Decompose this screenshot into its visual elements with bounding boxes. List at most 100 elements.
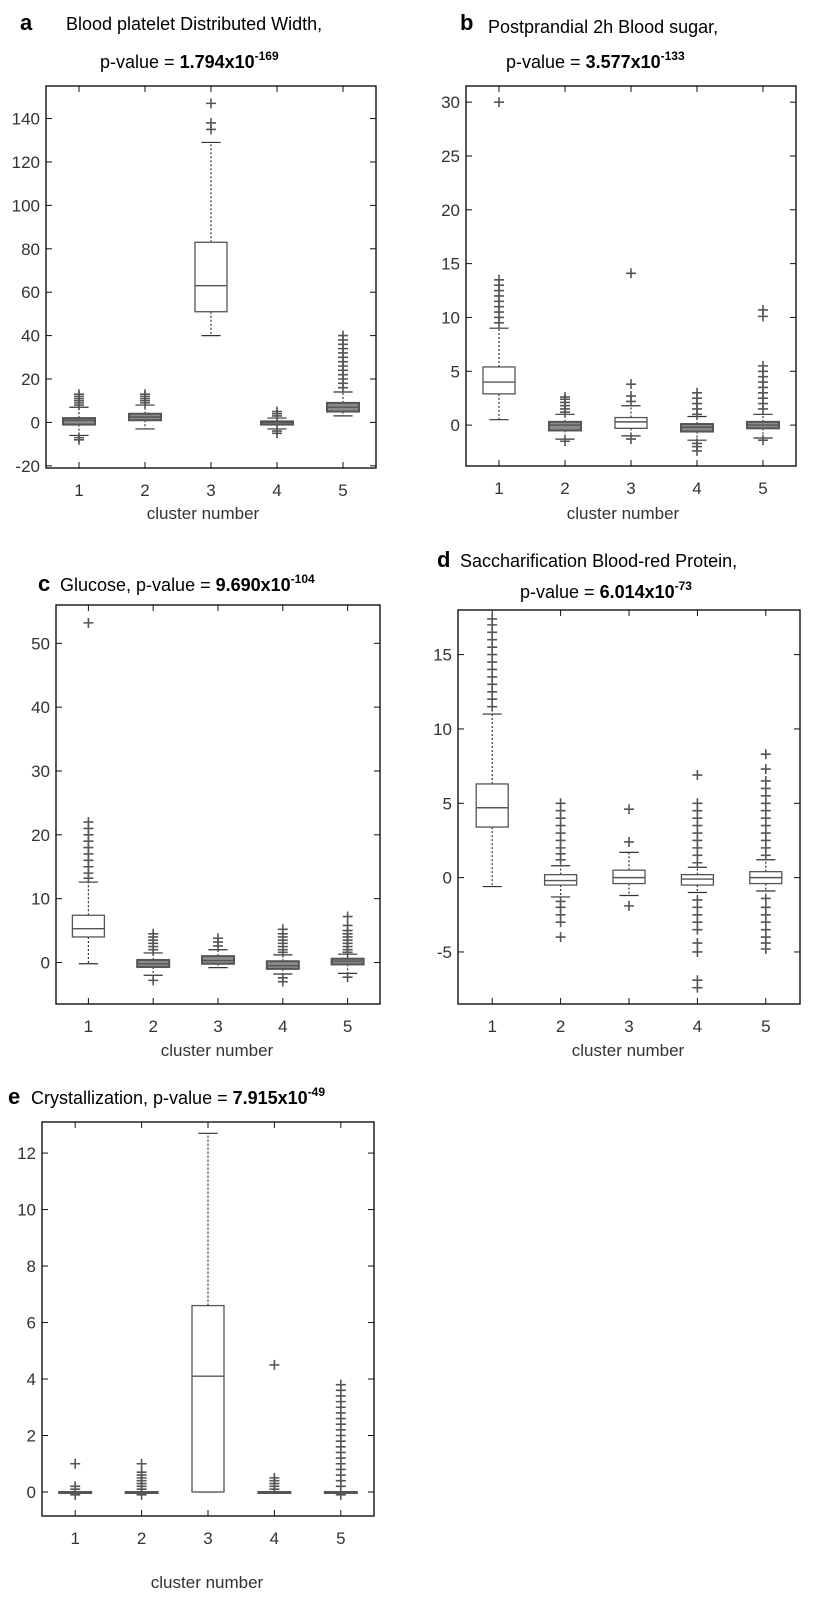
y-tick-label: 15	[441, 255, 460, 274]
panel-a-title-line1: Blood platelet Distributed Width,	[66, 14, 322, 34]
x-tick-label: 3	[213, 1017, 222, 1036]
box	[543, 873, 578, 886]
outlier-marker	[494, 274, 504, 285]
outlier-marker	[760, 893, 771, 904]
y-tick-label: 8	[27, 1257, 36, 1276]
outlier-marker	[692, 770, 703, 781]
panel-b: b Postprandial 2h Blood sugar, p-value =…	[441, 10, 797, 523]
outlier-marker	[148, 975, 159, 986]
y-tick-label: 120	[12, 153, 40, 172]
outlier-marker	[272, 406, 282, 417]
box	[71, 914, 106, 938]
panel-e: e Crystallization, p-value = 7.915x10-49…	[8, 1084, 375, 1592]
panel-c-xlabel: cluster number	[161, 1041, 274, 1060]
outlier-marker	[342, 972, 353, 983]
panel-c-title-text: Glucose,	[60, 575, 136, 595]
outlier-marker	[269, 1472, 280, 1483]
outlier-marker	[338, 330, 348, 341]
panel-b-letter: b	[460, 10, 473, 35]
outlier-marker	[206, 117, 216, 128]
panel-d-title-line2: p-value = 6.014x10-73	[520, 579, 692, 602]
y-tick-label: 60	[21, 283, 40, 302]
y-tick-label: 10	[433, 720, 452, 739]
box	[62, 417, 96, 426]
outlier-marker	[83, 617, 94, 628]
outlier-marker	[206, 98, 216, 109]
outlier-marker	[626, 268, 636, 279]
outlier-marker	[692, 938, 703, 949]
outlier-marker	[692, 894, 703, 905]
y-tick-label: -5	[437, 943, 452, 962]
outlier-marker	[272, 426, 282, 437]
x-tick-label: 1	[494, 479, 503, 498]
outlier-marker	[494, 97, 504, 108]
y-tick-label: 30	[441, 93, 460, 112]
panel-a-letter: a	[20, 10, 33, 35]
outlier-marker	[692, 438, 702, 449]
box	[614, 416, 648, 429]
y-tick-label: 40	[21, 327, 40, 346]
y-tick-label: 5	[451, 362, 460, 381]
outlier-marker	[213, 933, 223, 944]
outlier-marker	[760, 775, 771, 786]
x-tick-label: 2	[137, 1529, 146, 1548]
outlier-marker	[626, 379, 636, 390]
panel-e-pvalue-prefix: p-value =	[153, 1088, 233, 1108]
y-tick-label: 30	[31, 762, 50, 781]
outlier-marker	[342, 920, 353, 931]
y-tick-label: 0	[27, 1483, 36, 1502]
panel-b-title-line2: p-value = 3.577x10-133	[506, 49, 685, 72]
panel-c-title: Glucose, p-value = 9.690x10-104	[60, 572, 315, 595]
y-tick-label: 0	[31, 413, 40, 432]
outlier-marker	[555, 896, 566, 907]
y-tick-label: 10	[17, 1201, 36, 1220]
panel-d-pvalue-prefix: p-value =	[520, 582, 600, 602]
outlier-marker	[83, 817, 94, 828]
outlier-marker	[758, 435, 768, 446]
panel-e-title: Crystallization, p-value = 7.915x10-49	[31, 1085, 325, 1108]
panel-c-pvalue-exponent: -104	[291, 572, 315, 586]
box	[612, 869, 646, 885]
y-tick-label: 20	[21, 370, 40, 389]
outlier-marker	[342, 911, 353, 922]
outlier-marker	[335, 1379, 346, 1390]
outlier-marker	[692, 975, 703, 986]
outlier-marker	[692, 798, 703, 809]
outlier-marker	[555, 798, 566, 809]
x-tick-label: 5	[343, 1017, 352, 1036]
box	[475, 783, 509, 828]
x-tick-label: 3	[626, 479, 635, 498]
outlier-marker	[70, 1458, 81, 1469]
outlier-marker	[758, 304, 768, 315]
x-tick-label: 5	[338, 481, 347, 500]
x-tick-label: 2	[560, 479, 569, 498]
x-tick-label: 1	[74, 481, 83, 500]
box	[548, 420, 582, 432]
panel-d-title-line1: Saccharification Blood-red Protein,	[460, 551, 737, 571]
y-tick-label: 140	[12, 110, 40, 129]
outlier-marker	[74, 432, 84, 443]
y-tick-label: 50	[31, 634, 50, 653]
outlier-marker	[269, 1359, 280, 1370]
outlier-marker	[277, 972, 288, 983]
x-tick-label: 2	[148, 1017, 157, 1036]
panel-e-pvalue-exponent: -49	[308, 1085, 326, 1099]
outlier-marker	[560, 436, 570, 447]
box	[191, 1304, 225, 1493]
outlier-marker	[487, 613, 498, 624]
outlier-marker	[335, 1489, 346, 1500]
panel-c: c Glucose, p-value = 9.690x10-104 cluste…	[31, 571, 381, 1060]
outlier-marker	[760, 764, 771, 775]
panel-b-pvalue-prefix: p-value =	[506, 52, 586, 72]
outlier-marker	[74, 389, 84, 400]
outlier-marker	[136, 1467, 147, 1478]
x-tick-label: 1	[70, 1529, 79, 1548]
y-tick-label: 2	[27, 1427, 36, 1446]
y-tick-label: 10	[441, 308, 460, 327]
y-tick-label: 25	[441, 147, 460, 166]
outlier-marker	[560, 392, 570, 403]
panel-a-xlabel: cluster number	[147, 504, 260, 523]
x-tick-label: 3	[206, 481, 215, 500]
panel-b-title-line1: Postprandial 2h Blood sugar,	[488, 17, 718, 37]
box	[482, 366, 516, 395]
